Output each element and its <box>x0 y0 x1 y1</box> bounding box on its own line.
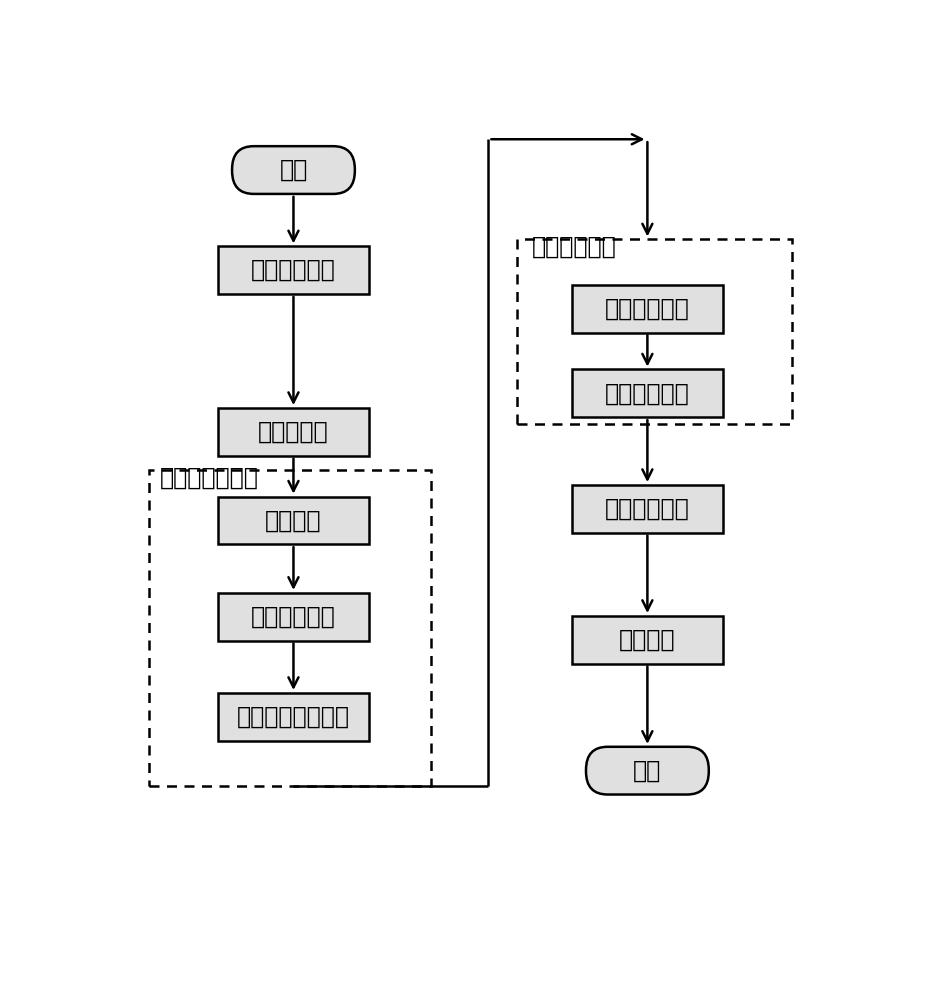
Text: 输出模块: 输出模块 <box>619 628 676 652</box>
Bar <box>149 470 431 786</box>
Text: 图像配准: 图像配准 <box>266 508 322 532</box>
Text: 开始: 开始 <box>280 158 308 182</box>
FancyBboxPatch shape <box>571 285 723 333</box>
Text: 自动检测模块: 自动检测模块 <box>605 497 690 521</box>
Text: 结束: 结束 <box>633 759 662 783</box>
Text: 图像预处理模块: 图像预处理模块 <box>160 466 259 490</box>
FancyBboxPatch shape <box>571 485 723 533</box>
Text: 构建特征向量: 构建特征向量 <box>605 381 690 405</box>
Text: 尺度归一化: 尺度归一化 <box>258 420 329 444</box>
FancyBboxPatch shape <box>232 146 355 194</box>
Bar <box>517 239 792 424</box>
FancyBboxPatch shape <box>218 246 369 294</box>
Text: 提取特征参数: 提取特征参数 <box>605 297 690 321</box>
FancyBboxPatch shape <box>218 693 369 741</box>
FancyBboxPatch shape <box>218 593 369 641</box>
Text: 潜在微出血灶初选: 潜在微出血灶初选 <box>237 705 350 729</box>
FancyBboxPatch shape <box>218 497 369 544</box>
Text: 特征提取模块: 特征提取模块 <box>532 235 617 259</box>
Text: 干扰组织去除: 干扰组织去除 <box>251 605 336 629</box>
FancyBboxPatch shape <box>218 408 369 456</box>
Text: 图像导入模块: 图像导入模块 <box>251 258 336 282</box>
FancyBboxPatch shape <box>586 747 709 795</box>
FancyBboxPatch shape <box>571 369 723 417</box>
FancyBboxPatch shape <box>571 616 723 664</box>
